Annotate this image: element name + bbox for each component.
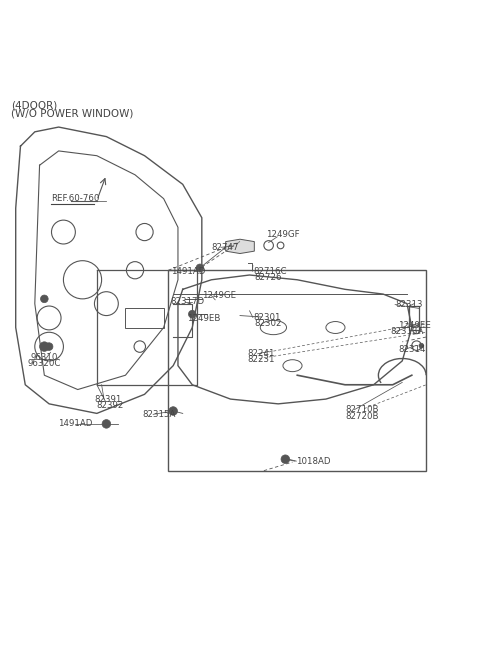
Text: 1249EE: 1249EE [398,320,432,329]
Text: 1491AD: 1491AD [58,419,92,428]
Text: 82317D: 82317D [171,297,205,307]
Text: 82313: 82313 [395,300,422,309]
Text: (4DOOR): (4DOOR) [11,101,57,111]
Text: 1491AD: 1491AD [171,267,205,276]
Text: 82391: 82391 [95,394,122,403]
Bar [168,271,426,471]
Text: 82716C: 82716C [253,267,287,276]
Text: 82302: 82302 [255,319,282,328]
Bar [125,309,164,328]
Circle shape [102,420,111,428]
Text: 82726: 82726 [255,273,282,282]
Text: 82710B: 82710B [345,405,379,414]
Circle shape [281,455,289,464]
Circle shape [419,343,424,348]
Polygon shape [226,239,254,253]
Text: 82392: 82392 [96,401,123,410]
Text: 96320C: 96320C [28,360,61,368]
Text: 82301: 82301 [253,313,281,322]
Text: 82720B: 82720B [345,412,379,421]
Circle shape [196,264,204,272]
Text: 1018AD: 1018AD [296,457,331,466]
Text: 82241: 82241 [247,348,275,358]
Circle shape [39,342,49,351]
Text: 96310: 96310 [30,352,58,362]
Text: 82314: 82314 [398,345,426,354]
Text: 82315A: 82315A [142,410,176,419]
Circle shape [169,407,178,415]
Text: 82313A: 82313A [390,328,424,336]
Circle shape [45,343,53,350]
Text: 1249GF: 1249GF [266,230,300,239]
Text: 82747: 82747 [211,243,239,252]
Text: REF.60-760: REF.60-760 [51,194,100,203]
Text: (W/O POWER WINDOW): (W/O POWER WINDOW) [11,109,133,119]
Circle shape [40,295,48,303]
Text: 1249EB: 1249EB [187,314,220,324]
Text: 82231: 82231 [247,355,275,364]
Text: 1249GE: 1249GE [202,291,236,300]
Circle shape [189,310,196,318]
